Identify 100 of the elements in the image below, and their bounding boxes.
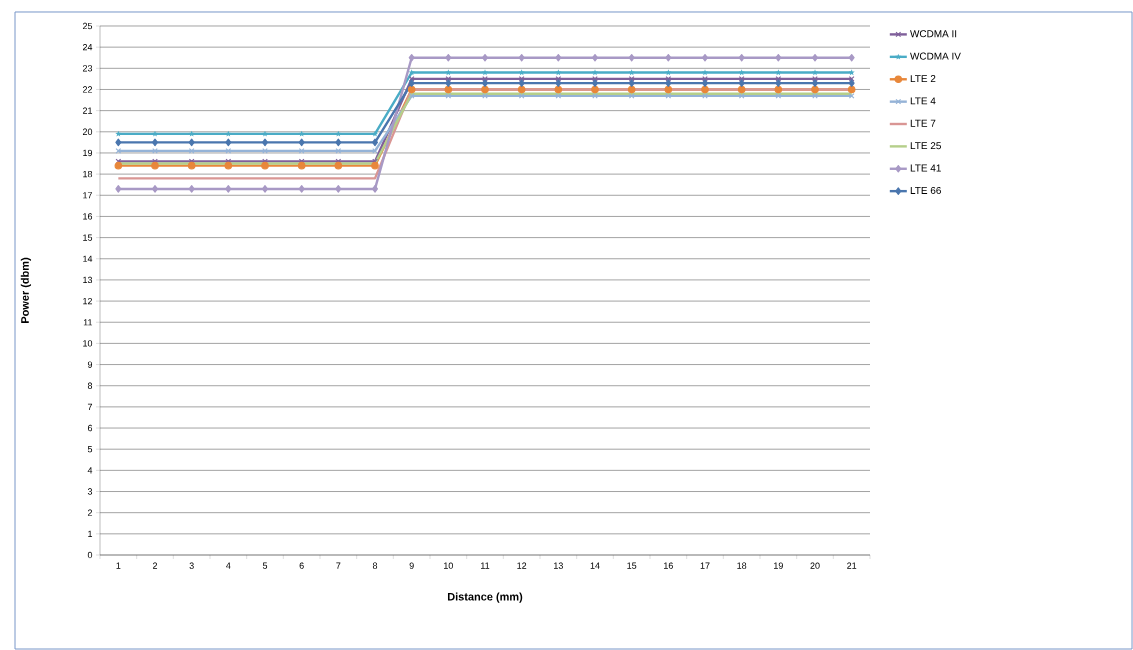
point bbox=[188, 130, 195, 137]
x-tick-label: 11 bbox=[481, 562, 490, 569]
point bbox=[481, 69, 489, 76]
point bbox=[225, 185, 232, 193]
x-tick-label: 3 bbox=[189, 562, 194, 569]
y-tick-label: 10 bbox=[83, 340, 93, 347]
point bbox=[482, 92, 488, 99]
point bbox=[812, 92, 818, 99]
point bbox=[812, 76, 818, 82]
point bbox=[372, 185, 378, 193]
point bbox=[334, 161, 343, 170]
point bbox=[188, 185, 195, 193]
point bbox=[152, 147, 158, 154]
point bbox=[445, 53, 452, 62]
point bbox=[737, 85, 746, 94]
point bbox=[371, 161, 379, 170]
point bbox=[812, 53, 819, 62]
y-tick-label: 22 bbox=[82, 86, 93, 93]
point bbox=[225, 147, 232, 154]
y-tick-label: 9 bbox=[87, 361, 93, 368]
point bbox=[628, 53, 635, 62]
point bbox=[555, 53, 562, 62]
point bbox=[518, 92, 525, 99]
point bbox=[665, 79, 672, 87]
point bbox=[701, 69, 709, 76]
point bbox=[555, 92, 562, 99]
y-tick-label: 18 bbox=[83, 170, 93, 178]
y-tick-label: 5 bbox=[87, 446, 93, 453]
point bbox=[518, 69, 525, 76]
point bbox=[701, 85, 709, 94]
x-tick-label: 16 bbox=[664, 562, 673, 569]
point bbox=[848, 69, 855, 76]
x-tick-label: 9 bbox=[409, 562, 414, 569]
y-tick-label: 6 bbox=[87, 424, 93, 432]
point bbox=[335, 138, 342, 147]
point bbox=[224, 161, 233, 170]
point bbox=[152, 185, 158, 193]
y-tick-label: 1 bbox=[88, 530, 93, 537]
point bbox=[261, 161, 269, 170]
x-tick-label: 10 bbox=[444, 562, 453, 569]
point bbox=[554, 85, 563, 94]
point bbox=[115, 138, 122, 147]
point bbox=[482, 79, 488, 87]
legend-label: LTE 25 bbox=[910, 142, 941, 150]
point bbox=[555, 79, 562, 87]
point bbox=[811, 85, 819, 94]
legend-label: LTE 4 bbox=[910, 97, 936, 105]
point bbox=[592, 76, 598, 82]
point bbox=[371, 130, 379, 137]
y-tick-label: 16 bbox=[83, 213, 93, 220]
point bbox=[702, 53, 709, 62]
point bbox=[738, 69, 745, 76]
y-tick-label: 15 bbox=[83, 234, 93, 241]
point bbox=[298, 138, 305, 147]
y-tick-label: 2 bbox=[87, 509, 93, 516]
point bbox=[445, 92, 452, 99]
point bbox=[518, 79, 525, 87]
legend-label: WCDMA IV bbox=[910, 52, 961, 60]
point bbox=[775, 79, 782, 87]
y-tick-label: 13 bbox=[83, 276, 93, 284]
point bbox=[592, 92, 598, 99]
point bbox=[848, 53, 855, 62]
point bbox=[738, 92, 745, 99]
point bbox=[848, 92, 855, 99]
legend-label: LTE 2 bbox=[910, 75, 936, 83]
x-tick-label: 5 bbox=[262, 562, 268, 569]
y-tick-label: 20 bbox=[82, 128, 93, 135]
legend-label: LTE 41 bbox=[910, 164, 941, 172]
y-tick-label: 11 bbox=[83, 319, 93, 326]
x-tick-label: 6 bbox=[299, 562, 304, 569]
point bbox=[664, 85, 673, 94]
point bbox=[481, 85, 489, 94]
point bbox=[335, 185, 342, 193]
y-tick-label: 4 bbox=[87, 467, 93, 474]
point bbox=[702, 76, 708, 82]
point bbox=[444, 85, 453, 94]
point bbox=[555, 69, 562, 76]
point bbox=[665, 53, 672, 62]
point bbox=[408, 79, 415, 87]
x-tick-label: 2 bbox=[152, 562, 158, 569]
point bbox=[592, 79, 599, 87]
point bbox=[702, 92, 708, 99]
point bbox=[297, 161, 306, 170]
point bbox=[628, 69, 635, 76]
x-axis-title: Distance (mm) bbox=[447, 592, 523, 603]
point bbox=[628, 79, 635, 87]
point bbox=[847, 85, 856, 94]
point bbox=[151, 130, 159, 137]
point bbox=[775, 92, 782, 99]
point bbox=[408, 92, 415, 99]
point bbox=[262, 185, 268, 193]
point bbox=[775, 69, 782, 76]
point bbox=[482, 76, 488, 82]
point bbox=[702, 79, 709, 87]
point bbox=[372, 147, 378, 154]
y-tick-label: 17 bbox=[83, 192, 93, 199]
point bbox=[408, 53, 415, 62]
point bbox=[665, 69, 672, 76]
point bbox=[115, 147, 122, 154]
legend-label: LTE 7 bbox=[910, 119, 936, 127]
